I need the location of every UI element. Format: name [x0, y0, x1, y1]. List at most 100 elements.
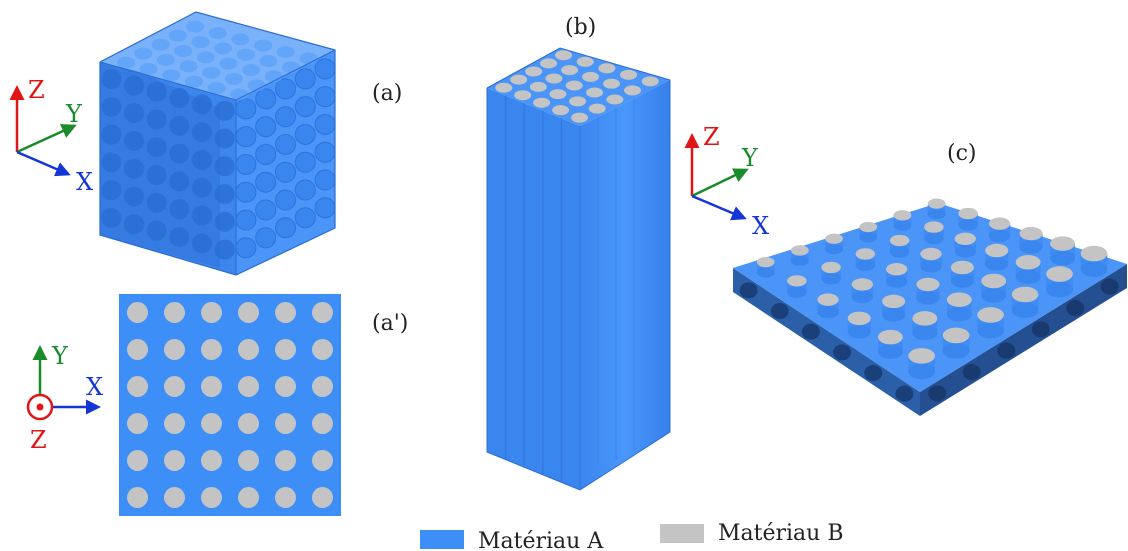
material-b-cylinder-top	[920, 247, 942, 261]
sphere-top	[254, 39, 273, 52]
cylinder-base	[817, 305, 839, 319]
cylinder-base	[1019, 240, 1043, 254]
slab-hole	[1031, 321, 1050, 338]
sphere-top	[207, 82, 226, 94]
material-b-disk	[540, 58, 558, 69]
material-b-cylinder-top	[954, 232, 976, 246]
sphere-top	[134, 47, 153, 60]
material-b-cylinder-top	[946, 292, 972, 307]
sphere	[294, 207, 316, 229]
material-b-disk	[495, 82, 513, 93]
material-b-disk	[529, 81, 547, 92]
material-b-disk	[576, 56, 594, 67]
material-b-circle	[201, 487, 222, 508]
material-b-circle	[275, 487, 296, 508]
sphere	[294, 68, 316, 90]
sphere-top	[219, 57, 238, 70]
cylinder-base	[981, 288, 1007, 303]
cylinder-base	[977, 322, 1004, 339]
material-b-cylinder-top	[1080, 245, 1108, 262]
material-b-disk	[606, 94, 624, 105]
sphere	[275, 133, 296, 155]
sphere	[314, 113, 336, 135]
sphere	[124, 186, 144, 207]
panel-label-a: (a)	[372, 81, 402, 106]
material-b-cylinder-top	[889, 234, 910, 247]
axis-triad-a: Z Y X	[9, 76, 93, 196]
sphere	[192, 94, 212, 115]
material-b-disk	[569, 96, 587, 107]
material-b-circle	[238, 413, 259, 434]
sphere-top	[174, 45, 193, 57]
sphere	[235, 237, 257, 259]
sphere-top	[156, 54, 175, 66]
material-b-disk	[565, 80, 583, 91]
cylinder-base	[886, 275, 908, 288]
material-b-cylinder-top	[855, 248, 876, 260]
material-b-cylinder-top	[981, 273, 1007, 289]
sphere	[146, 81, 167, 102]
sphere	[214, 239, 235, 260]
slab-hole	[962, 364, 981, 380]
material-b-circle	[164, 339, 185, 360]
slab-hole	[770, 303, 789, 319]
material-b-cylinder-top	[950, 260, 974, 275]
sphere	[192, 205, 212, 226]
sphere	[294, 123, 316, 145]
legend-swatch-material-a	[420, 530, 464, 549]
sphere	[124, 130, 144, 151]
axis-label-x-aprime: X	[86, 373, 103, 401]
square-circles	[127, 302, 333, 508]
sphere	[146, 165, 167, 186]
material-b-disk	[588, 103, 606, 114]
sphere-top	[186, 20, 205, 33]
material-b-circle	[201, 302, 222, 323]
sphere	[235, 98, 257, 120]
material-b-cylinder-top	[1015, 255, 1041, 270]
material-b-circle	[275, 450, 296, 471]
sphere	[235, 126, 257, 148]
legend-label-material-b: Matériau B	[718, 521, 844, 546]
sphere	[192, 149, 212, 170]
material-b-cylinder-top	[882, 294, 906, 309]
material-b-disk	[555, 50, 573, 61]
sphere-top	[184, 75, 203, 88]
axis-label-x: X	[76, 168, 93, 196]
cylinder-base	[924, 232, 944, 245]
cylinder-base	[787, 286, 807, 298]
material-b-cylinder-top	[791, 245, 809, 256]
sphere	[214, 156, 235, 177]
slab-hole	[801, 323, 820, 340]
cylinder-base	[825, 243, 843, 255]
material-b-circle	[127, 413, 148, 434]
axis-triad-a-prime: Y X Z	[26, 342, 103, 454]
material-b-disk	[641, 76, 659, 87]
cylinder-base	[893, 220, 912, 231]
material-b-cylinder-top	[977, 307, 1004, 323]
cylinder-base	[1015, 269, 1041, 285]
sphere-top	[139, 63, 158, 75]
material-b-disk	[510, 74, 528, 85]
material-b-cylinder-top	[927, 198, 946, 209]
material-b-cylinder-top	[1046, 266, 1073, 282]
material-b-cylinder-top	[988, 217, 1011, 230]
material-b-circle	[127, 487, 148, 508]
sphere	[146, 192, 167, 213]
slab-hole	[997, 342, 1016, 359]
material-b-circle	[312, 339, 333, 360]
sphere	[101, 207, 122, 228]
material-b-cylinder-top	[1019, 226, 1043, 241]
material-b-cylinder-top	[859, 221, 878, 233]
sphere	[275, 106, 296, 128]
sphere	[214, 211, 235, 232]
axis-label-x-c: X	[752, 212, 769, 240]
sphere-top	[247, 79, 266, 92]
material-b-disk	[624, 85, 642, 96]
slab-hole	[1100, 278, 1119, 295]
sphere-top	[231, 33, 250, 46]
panel-label-b: (b)	[565, 15, 596, 40]
cylinder-base	[954, 245, 976, 258]
slab-hole	[1066, 300, 1085, 316]
material-b-cylinder-top	[1011, 286, 1039, 303]
sphere	[275, 161, 296, 183]
